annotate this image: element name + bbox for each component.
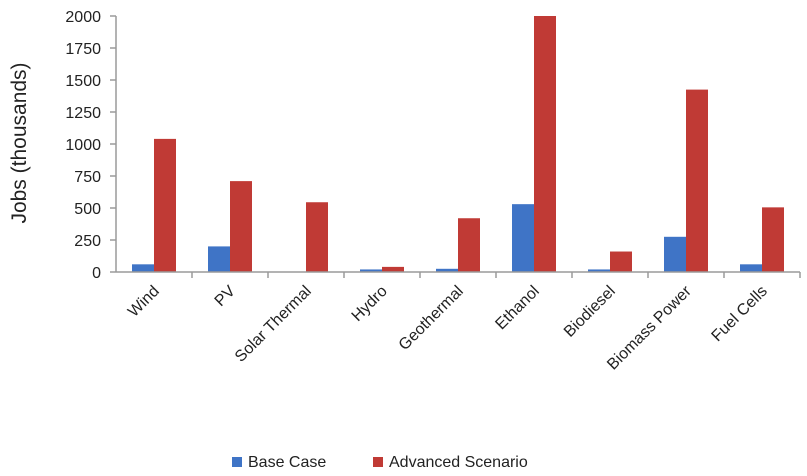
x-tick-label: Biodiesel <box>561 283 619 341</box>
y-tick-label: 0 <box>92 265 101 282</box>
bar-ethanol-base-case <box>512 204 534 272</box>
bar-ethanol-advanced-scenario <box>534 16 556 272</box>
legend: Base Case Advanced Scenario <box>232 454 528 471</box>
legend-swatch <box>373 457 383 467</box>
bar-geothermal-advanced-scenario <box>458 218 480 272</box>
y-tick-label: 250 <box>74 233 101 250</box>
y-tick-label: 1250 <box>65 105 101 122</box>
x-tick-label: Biomass Power <box>604 282 695 373</box>
x-tick-label: Fuel Cells <box>709 283 771 345</box>
y-tick-label: 1500 <box>65 73 101 90</box>
y-tick-label: 500 <box>74 201 101 218</box>
bar-pv-base-case <box>208 246 230 272</box>
bars <box>132 16 784 272</box>
y-tick-label: 1000 <box>65 137 101 154</box>
bar-wind-base-case <box>132 264 154 272</box>
legend-label: Advanced Scenario <box>389 454 528 471</box>
bar-wind-advanced-scenario <box>154 138 176 272</box>
y-tick-label: 1750 <box>65 41 101 58</box>
bar-pv-advanced-scenario <box>230 181 252 272</box>
y-tick-label: 2000 <box>65 9 101 26</box>
bar-hydro-base-case <box>360 269 382 272</box>
x-tick-label: Wind <box>125 283 163 321</box>
bar-biomass-power-advanced-scenario <box>686 89 708 272</box>
y-axis-title: Jobs (thousands) <box>8 62 31 223</box>
x-tick-label: PV <box>212 283 239 310</box>
legend-label: Base Case <box>248 454 326 471</box>
bar-biomass-power-base-case <box>664 236 686 272</box>
bar-biodiesel-advanced-scenario <box>610 251 632 272</box>
bar-fuel-cells-base-case <box>740 264 762 272</box>
legend-swatch <box>232 457 242 467</box>
x-tick-label: Ethanol <box>492 283 542 333</box>
y-axis-ticks: 0 250 500 750 1000 1250 1500 1750 2000 <box>65 9 116 282</box>
x-tick-label: Solar Thermal <box>232 283 315 366</box>
x-tick-label: Geothermal <box>396 283 467 354</box>
x-tick-label: Hydro <box>349 283 391 325</box>
bar-solar-thermal-advanced-scenario <box>306 202 328 272</box>
bar-hydro-advanced-scenario <box>382 266 404 272</box>
bar-geothermal-base-case <box>436 268 458 272</box>
bar-fuel-cells-advanced-scenario <box>762 207 784 272</box>
bar-biodiesel-base-case <box>588 269 610 272</box>
y-tick-label: 750 <box>74 169 101 186</box>
